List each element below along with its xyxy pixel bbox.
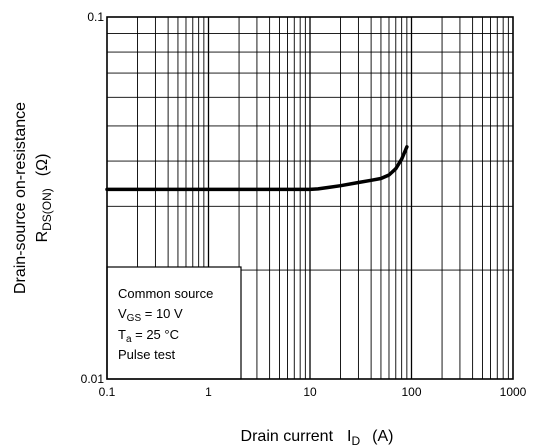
- grid: [107, 17, 513, 379]
- series-line: [105, 145, 409, 192]
- legend-line-ta: Ta = 25 °C: [118, 327, 179, 345]
- x-tick-label: 10: [303, 385, 317, 399]
- legend-box: [106, 266, 242, 380]
- y-axis-label-line1: Drain-source on-resistance: [12, 102, 29, 294]
- plot-frame: [106, 16, 514, 380]
- series-layer: [105, 145, 409, 192]
- legend-line-common-source: Common source: [118, 286, 213, 301]
- y-axis-label-line2: RDS(ON)(Ω): [34, 154, 54, 243]
- legend-line-vgs: VGS = 10 V: [118, 306, 183, 324]
- y-tick-label: 0.01: [81, 372, 105, 386]
- x-tick-label: 1: [205, 385, 212, 399]
- x-axis-label: Drain current ID (A): [241, 428, 394, 448]
- legend-line-pulse-test: Pulse test: [118, 347, 175, 362]
- x-tick-label: 0.1: [99, 385, 116, 399]
- x-tick-label: 1000: [500, 385, 527, 399]
- x-tick-label: 100: [401, 385, 421, 399]
- y-tick-label: 0.1: [87, 10, 104, 24]
